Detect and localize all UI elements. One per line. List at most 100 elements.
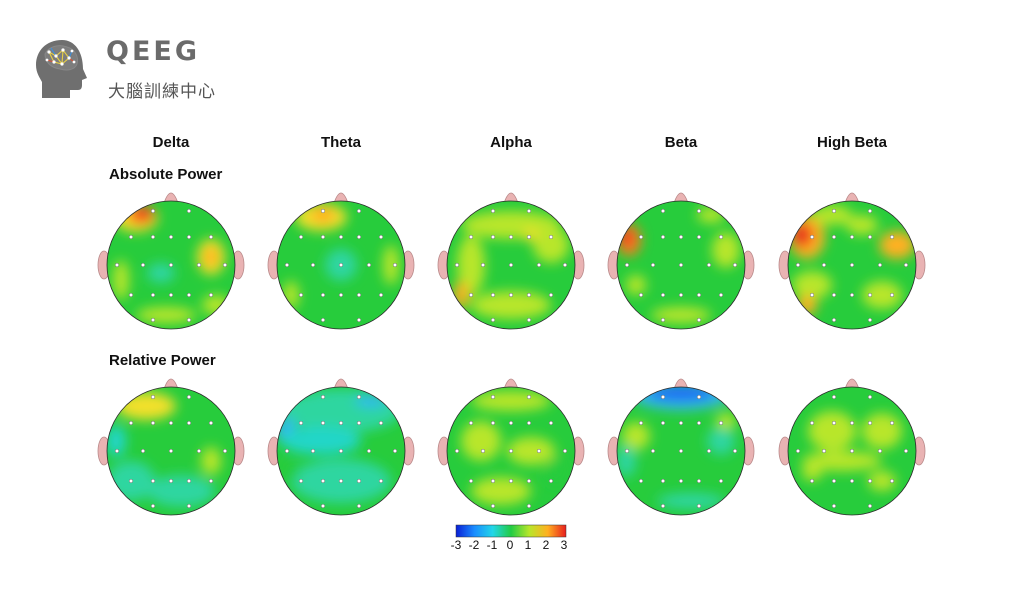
electrode-marker <box>356 292 362 298</box>
electrode-marker <box>168 448 174 454</box>
electrode-marker <box>196 262 202 268</box>
electrode-marker <box>490 478 496 484</box>
electrode-marker <box>128 420 134 426</box>
electrode-marker <box>298 420 304 426</box>
electrode-marker <box>150 503 156 509</box>
band-header-beta: Beta <box>664 134 698 151</box>
electrode-marker <box>392 262 398 268</box>
head-outline <box>106 200 236 330</box>
electrode-marker <box>168 292 174 298</box>
electrode-marker <box>222 262 228 268</box>
electrode-marker <box>490 394 496 400</box>
electrode-marker <box>186 317 192 323</box>
electrode-marker <box>877 448 883 454</box>
electrode-marker <box>196 448 202 454</box>
electrode-marker <box>186 234 192 240</box>
electrode-marker <box>831 317 837 323</box>
electrode-marker <box>821 448 827 454</box>
electrode-marker <box>660 394 666 400</box>
electrode-marker <box>526 292 532 298</box>
electrode-marker <box>526 503 532 509</box>
electrode-marker <box>454 262 460 268</box>
electrode-marker <box>903 262 909 268</box>
electrode-marker <box>338 262 344 268</box>
electrode-marker <box>831 208 837 214</box>
electrode-marker <box>150 394 156 400</box>
electrode-marker <box>222 448 228 454</box>
electrode-marker <box>706 448 712 454</box>
electrode-marker <box>706 262 712 268</box>
electrode-marker <box>809 234 815 240</box>
electrode-marker <box>526 234 532 240</box>
electrode-marker <box>526 208 532 214</box>
electrode-marker <box>186 478 192 484</box>
electrode-marker <box>208 420 214 426</box>
electrode-marker <box>508 420 514 426</box>
topomap-relative-high-beta <box>778 378 926 516</box>
electrode-marker <box>508 478 514 484</box>
electrode-marker <box>298 478 304 484</box>
electrode-marker <box>168 478 174 484</box>
electrode-marker <box>903 448 909 454</box>
electrode-marker <box>526 394 532 400</box>
brand-subtitle: 大腦訓練中心 <box>108 82 216 102</box>
topomap-absolute-high-beta <box>778 192 926 330</box>
electrode-marker <box>150 234 156 240</box>
electrode-marker <box>208 292 214 298</box>
band-header-delta: Delta <box>152 134 190 151</box>
electrode-marker <box>508 448 514 454</box>
electrode-marker <box>338 420 344 426</box>
electrode-marker <box>696 420 702 426</box>
electrode-marker <box>378 420 384 426</box>
band-header-high-beta: High Beta <box>816 134 887 151</box>
electrode-marker <box>338 292 344 298</box>
electrode-marker <box>678 234 684 240</box>
electrode-marker <box>526 478 532 484</box>
electrode-marker <box>320 234 326 240</box>
electrode-marker <box>548 234 554 240</box>
electrode-marker <box>480 262 486 268</box>
electrode-marker <box>468 292 474 298</box>
electrode-marker <box>150 292 156 298</box>
electrode-marker <box>638 420 644 426</box>
electrode-marker <box>298 292 304 298</box>
electrode-marker <box>678 478 684 484</box>
electrode-marker <box>849 478 855 484</box>
topomap-relative-theta <box>267 378 415 516</box>
topomap-absolute-beta <box>607 192 755 330</box>
electrode-marker <box>320 503 326 509</box>
electrode-marker <box>849 234 855 240</box>
electrode-marker <box>718 234 724 240</box>
electrode-marker <box>678 420 684 426</box>
electrode-marker <box>320 394 326 400</box>
topomap-absolute-theta <box>267 192 415 330</box>
electrode-marker <box>867 478 873 484</box>
electrode-marker <box>490 208 496 214</box>
electrode-marker <box>508 234 514 240</box>
colorbar-tick: 1 <box>524 538 532 552</box>
electrode-marker <box>338 448 344 454</box>
electrode-marker <box>638 478 644 484</box>
electrode-marker <box>490 317 496 323</box>
head-outline <box>446 200 576 330</box>
electrode-marker <box>660 292 666 298</box>
electrode-marker <box>809 478 815 484</box>
electrode-marker <box>338 234 344 240</box>
electrode-marker <box>548 420 554 426</box>
electrode-marker <box>140 448 146 454</box>
electrode-marker <box>795 448 801 454</box>
electrode-marker <box>480 448 486 454</box>
brain-head-icon <box>36 40 87 98</box>
electrode-marker <box>356 208 362 214</box>
electrode-marker <box>168 262 174 268</box>
electrode-marker <box>548 292 554 298</box>
electrode-marker <box>660 234 666 240</box>
electrode-marker <box>536 448 542 454</box>
head-outline <box>616 386 746 516</box>
electrode-marker <box>186 503 192 509</box>
electrode-marker <box>867 394 873 400</box>
electrode-marker <box>660 208 666 214</box>
electrode-marker <box>732 448 738 454</box>
electrode-marker <box>696 234 702 240</box>
electrode-marker <box>678 262 684 268</box>
